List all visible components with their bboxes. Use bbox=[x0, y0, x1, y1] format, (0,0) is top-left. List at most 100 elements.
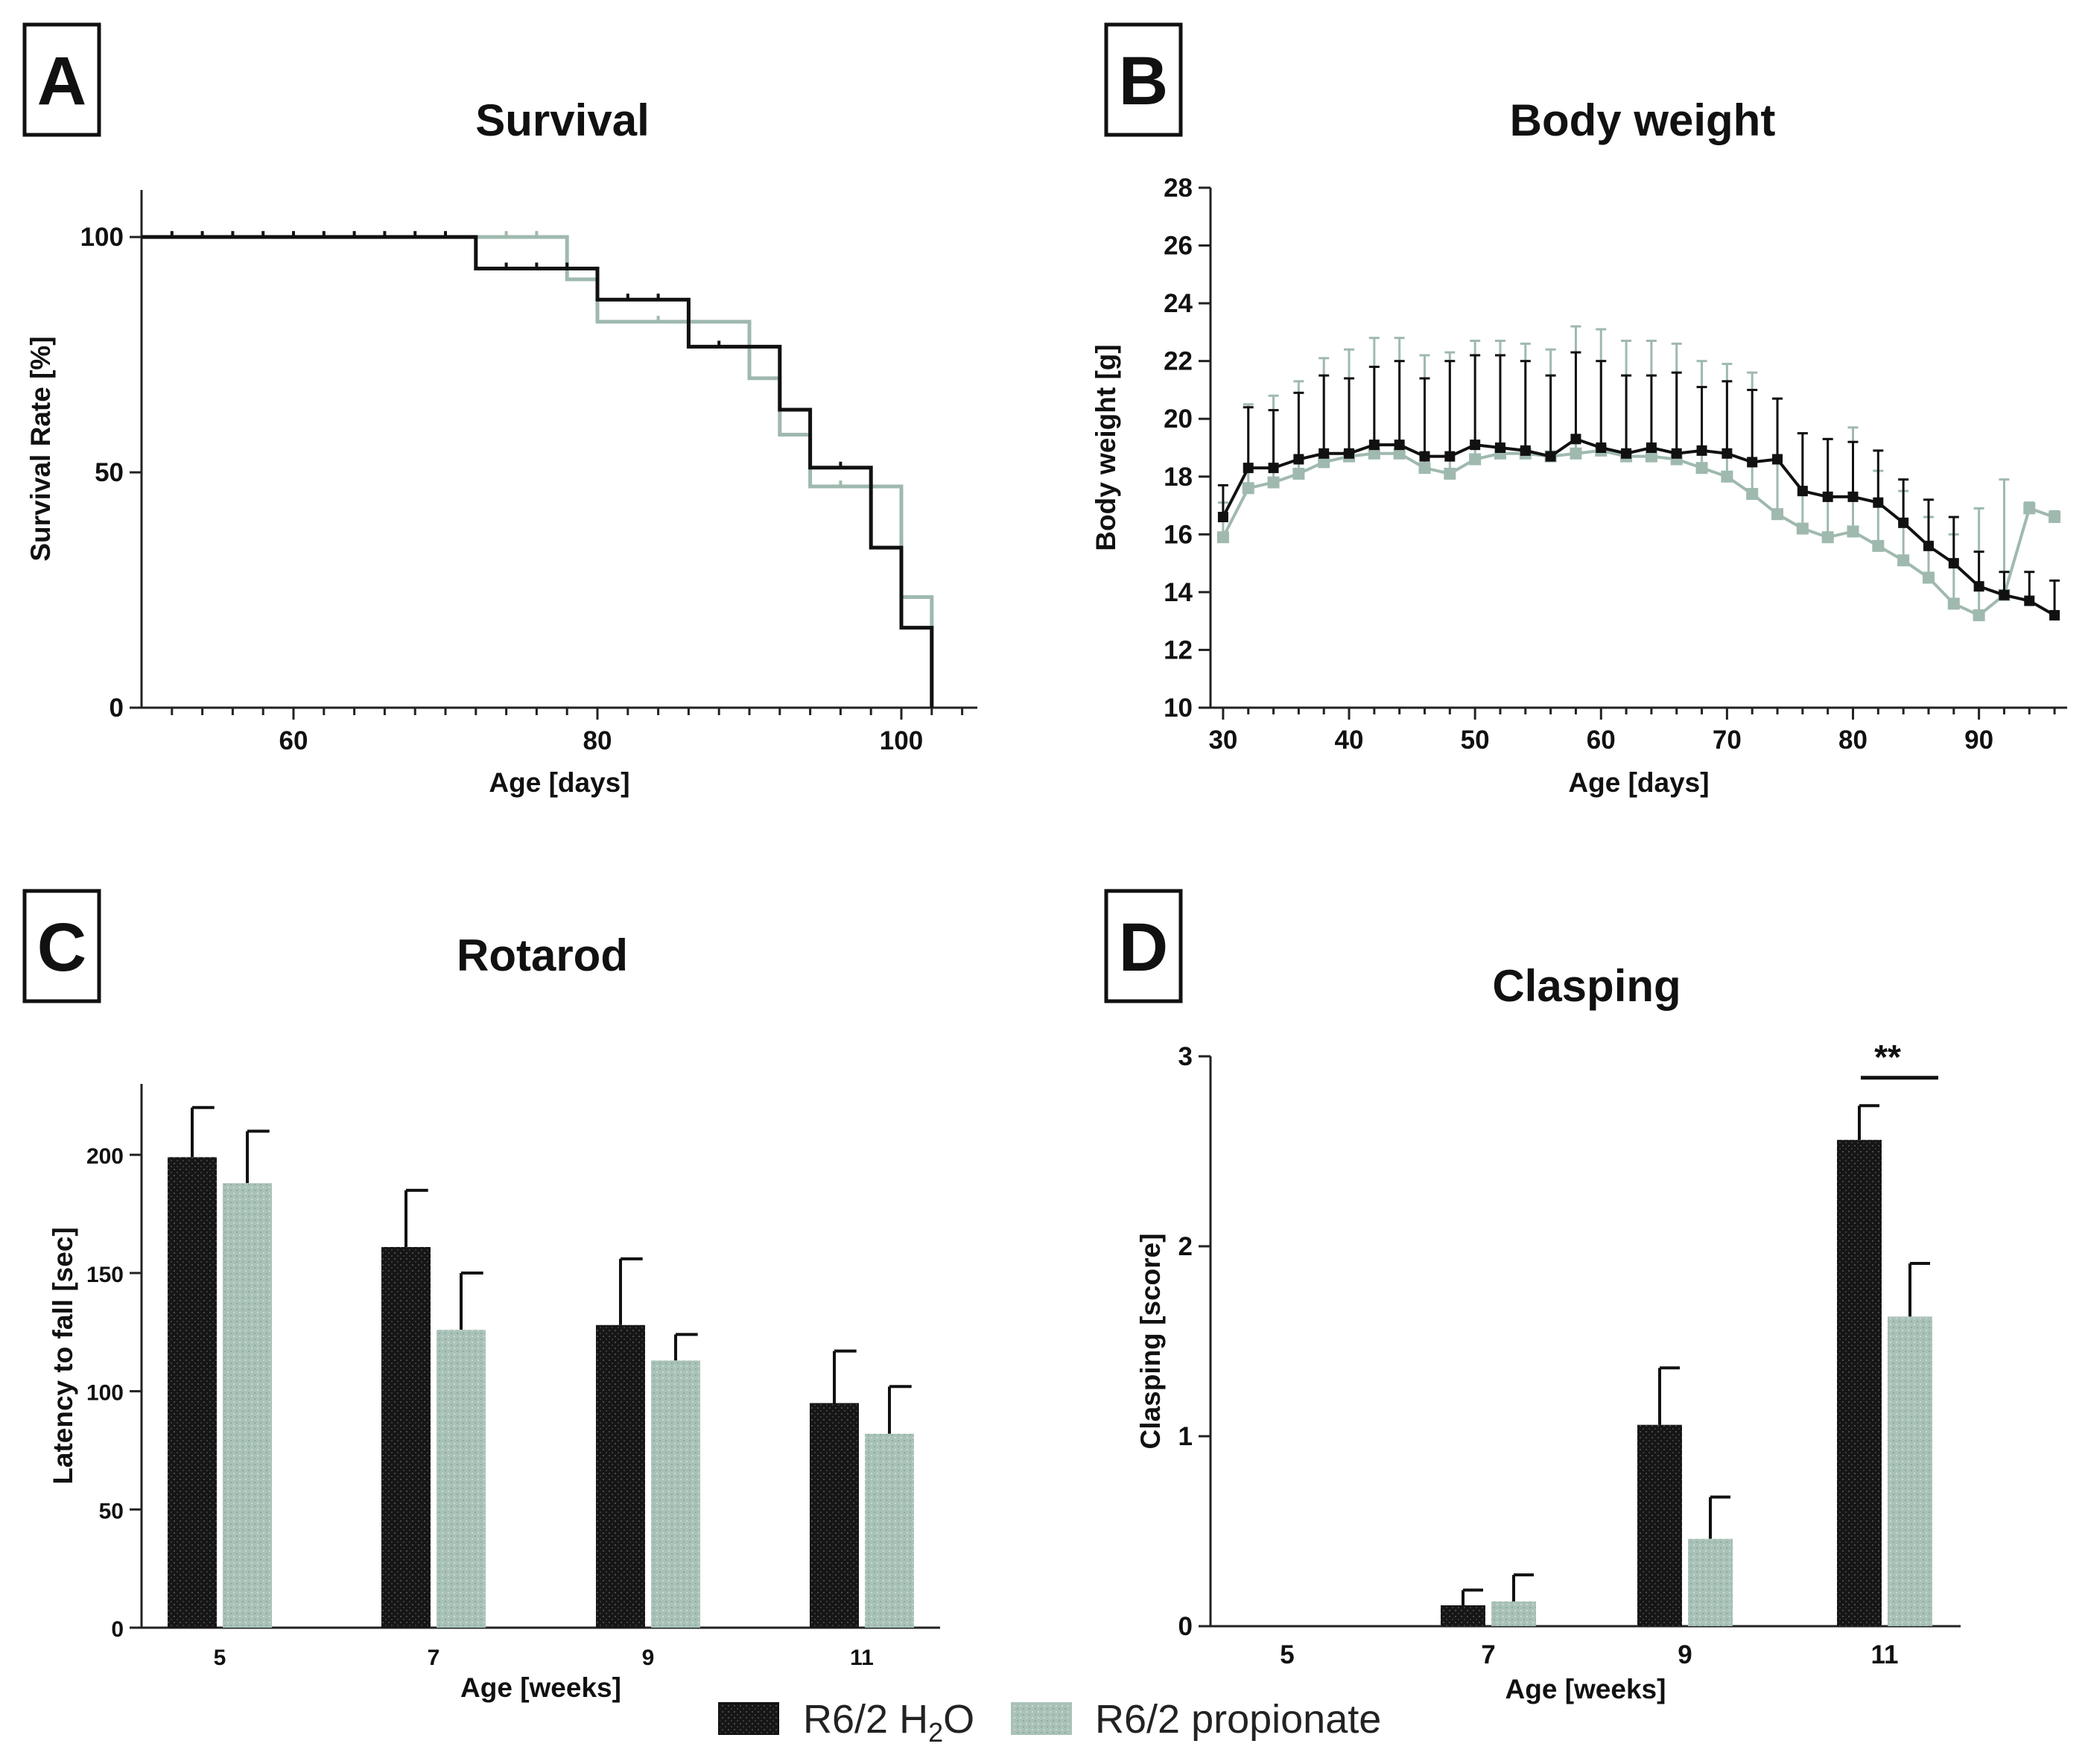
y-tick-label: 18 bbox=[1164, 463, 1193, 492]
data-point-propionate bbox=[1216, 531, 1229, 544]
series-line-propionate bbox=[142, 235, 934, 708]
x-tick-label: 11 bbox=[850, 1646, 874, 1670]
bar-h2o bbox=[1837, 1140, 1882, 1626]
chart-title-clasping: Clasping bbox=[1492, 961, 1681, 1011]
data-point-h2o bbox=[1847, 491, 1859, 502]
y-axis-label: Body weight [g] bbox=[1091, 344, 1121, 551]
data-point-propionate bbox=[1973, 609, 1985, 621]
y-tick-label: 26 bbox=[1164, 232, 1193, 261]
bar-h2o bbox=[381, 1247, 431, 1628]
y-tick-label: 10 bbox=[1164, 694, 1193, 723]
data-point-h2o bbox=[1319, 448, 1330, 459]
data-point-h2o bbox=[1368, 440, 1380, 451]
bar-propionate bbox=[1688, 1538, 1733, 1626]
panel-letter-c: C bbox=[37, 910, 86, 986]
legend-label-h2o: R6/2 H2O bbox=[803, 1697, 974, 1748]
data-point-h2o bbox=[1923, 540, 1934, 551]
data-point-propionate bbox=[1721, 470, 1733, 483]
data-point-h2o bbox=[2049, 609, 2060, 621]
series-line-propionate bbox=[1222, 448, 2055, 618]
bar-h2o bbox=[1441, 1605, 1485, 1626]
plot-area-d: 0 1 2 3 5 7 9 11 Age [weeks] Clasping [score] ** bbox=[1135, 1038, 1961, 1704]
data-point-h2o bbox=[1293, 454, 1304, 465]
data-point-propionate bbox=[1242, 482, 1254, 495]
panel-letter-b: B bbox=[1119, 43, 1168, 119]
data-point-h2o bbox=[1394, 440, 1405, 451]
data-point-h2o bbox=[1747, 457, 1758, 468]
data-point-h2o bbox=[1722, 448, 1733, 459]
x-axis-label: Age [weeks] bbox=[460, 1672, 621, 1703]
y-tick-label: 20 bbox=[1164, 404, 1193, 434]
y-axis-label: Survival Rate [%] bbox=[25, 336, 56, 561]
x-tick-label: 7 bbox=[1481, 1640, 1495, 1669]
data-point-propionate bbox=[1847, 525, 1859, 538]
data-point-h2o bbox=[1671, 448, 1682, 459]
panel-letter-box-c bbox=[22, 889, 101, 1003]
chart-title-survival: Survival bbox=[475, 95, 649, 145]
data-point-propionate bbox=[2049, 511, 2061, 524]
data-point-h2o bbox=[1444, 451, 1456, 462]
data-point-propionate bbox=[2023, 502, 2036, 515]
data-point-propionate bbox=[1771, 508, 1784, 521]
legend-swatch-h2o bbox=[718, 1702, 779, 1735]
legend-label-h2o-sub: 2 bbox=[928, 1717, 943, 1748]
y-axis-label: Latency to fall [sec] bbox=[48, 1227, 78, 1484]
y-tick-label: 24 bbox=[1164, 289, 1193, 318]
x-axis-label: Age [weeks] bbox=[1505, 1674, 1666, 1704]
data-point-propionate bbox=[1570, 447, 1582, 460]
x-tick-label: 9 bbox=[642, 1646, 655, 1670]
x-tick-label: 90 bbox=[1964, 726, 1993, 755]
data-point-propionate bbox=[1393, 447, 1406, 460]
plot-area-b: 10 12 14 16 18 20 22 24 26 28 30 40 50 60 70 80 90 Age [d… bbox=[1091, 174, 2067, 798]
y-tick-label: 28 bbox=[1164, 174, 1193, 203]
data-point-propionate bbox=[1292, 467, 1305, 480]
legend-label-h2o-base: R6/2 H bbox=[803, 1697, 928, 1742]
bar-h2o bbox=[1637, 1424, 1682, 1626]
data-point-h2o bbox=[1344, 448, 1355, 459]
y-tick-label: 0 bbox=[111, 1617, 124, 1642]
panel-letter-box-a bbox=[22, 22, 101, 137]
data-point-propionate bbox=[1368, 447, 1380, 460]
x-tick-label: 50 bbox=[1461, 726, 1490, 755]
bar-propionate bbox=[223, 1183, 272, 1628]
bar-h2o bbox=[168, 1157, 217, 1628]
legend-swatch-propionate bbox=[1011, 1702, 1072, 1735]
data-point-h2o bbox=[1243, 463, 1254, 474]
data-point-h2o bbox=[1570, 434, 1581, 445]
data-point-h2o bbox=[1419, 451, 1430, 462]
series-line-h2o bbox=[142, 235, 934, 708]
y-tick-label: 3 bbox=[1178, 1042, 1193, 1071]
y-axis-label: Clasping [score] bbox=[1135, 1234, 1166, 1450]
x-tick-label: 60 bbox=[1587, 726, 1616, 755]
series-line-h2o bbox=[1222, 437, 2056, 617]
data-point-h2o bbox=[1948, 558, 1959, 569]
data-point-h2o bbox=[1494, 442, 1505, 453]
y-tick-label: 50 bbox=[99, 1499, 124, 1523]
data-point-propionate bbox=[1922, 571, 1935, 584]
significance-label: ** bbox=[1874, 1038, 1901, 1076]
x-tick-label: 11 bbox=[1871, 1640, 1899, 1669]
x-tick-label: 80 bbox=[583, 726, 612, 755]
x-tick-label: 80 bbox=[1838, 726, 1868, 755]
data-point-propionate bbox=[1947, 597, 1960, 610]
data-point-propionate bbox=[1418, 462, 1431, 475]
bar-propionate bbox=[437, 1330, 486, 1628]
data-point-h2o bbox=[1797, 486, 1808, 497]
x-tick-label: 70 bbox=[1713, 726, 1742, 755]
y-tick-label: 12 bbox=[1164, 635, 1193, 664]
data-point-propionate bbox=[1796, 522, 1809, 535]
data-point-propionate bbox=[1267, 476, 1280, 489]
x-tick-label: 40 bbox=[1335, 726, 1364, 755]
x-tick-label: 100 bbox=[880, 726, 923, 755]
data-point-propionate bbox=[1645, 450, 1657, 463]
x-axis-label: Age [days] bbox=[1568, 767, 1709, 798]
data-point-h2o bbox=[1596, 442, 1607, 453]
y-tick-label: 0 bbox=[1178, 1612, 1193, 1641]
legend-label-propionate: R6/2 propionate bbox=[1095, 1697, 1381, 1742]
panel-c: C Rotarod 0 50 100 150 200 5 7 9 11 Age [weeks] La… bbox=[22, 889, 940, 1703]
panel-b: B Body weight 10 12 14 16 18 20 22 24 26 28 30 40 50… bbox=[1091, 22, 2067, 798]
bar-propionate bbox=[651, 1360, 700, 1628]
x-tick-label: 60 bbox=[279, 726, 308, 755]
bar-propionate bbox=[865, 1433, 914, 1628]
